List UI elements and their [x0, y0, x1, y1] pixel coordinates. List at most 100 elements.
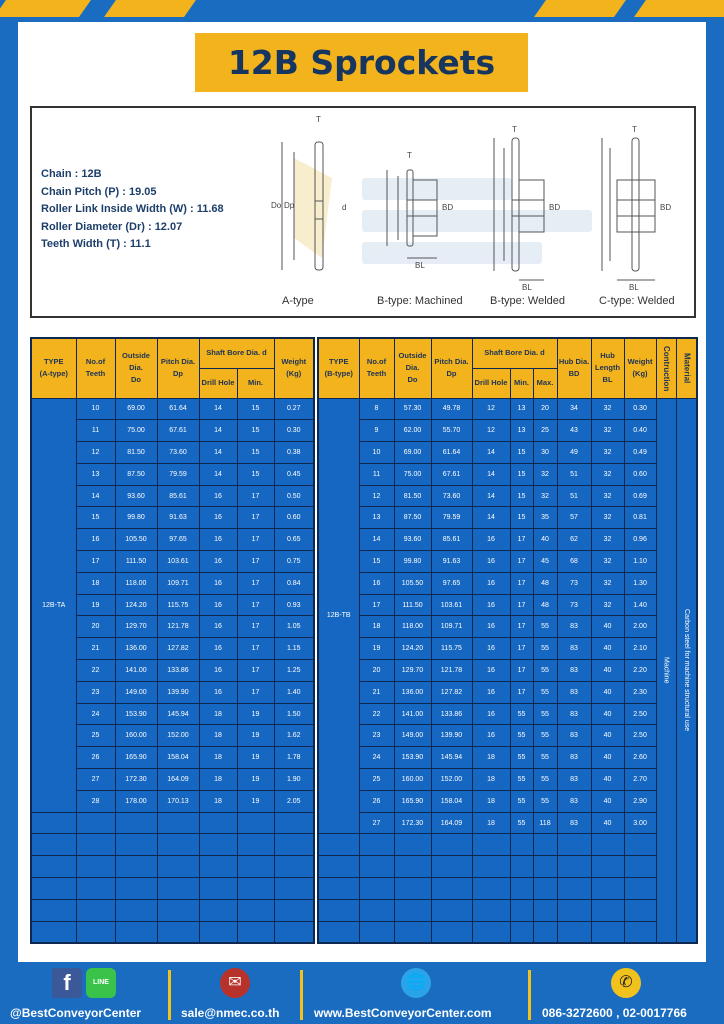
empty-cell: [30, 833, 77, 857]
table-cell: 83: [556, 724, 592, 748]
table-cell: 83: [556, 746, 592, 770]
empty-row: [30, 877, 315, 900]
divider: [528, 970, 531, 1020]
table-cell: 18: [471, 746, 511, 770]
empty-cell: [236, 877, 275, 900]
col-type: TYPE (A-type): [30, 337, 77, 399]
table-cell: 111.50: [114, 550, 158, 573]
table-cell: 40: [532, 528, 558, 552]
table-cell: 93.60: [393, 528, 432, 552]
table-cell: 139.90: [430, 724, 473, 748]
table-cell: 16: [198, 484, 238, 508]
empty-cell: [75, 811, 116, 835]
table-cell: 1.62: [273, 724, 315, 748]
line-icon[interactable]: LINE: [86, 968, 116, 998]
table-cell: 0.84: [273, 571, 315, 595]
empty-cell: [273, 811, 315, 835]
table-cell: 109.71: [430, 615, 473, 639]
table-cell: 55: [509, 811, 534, 835]
empty-cell: [623, 920, 657, 944]
empty-cell: [30, 877, 77, 900]
social-handle[interactable]: @BestConveyorCenter: [10, 1006, 142, 1020]
table-row: 14 93.60 85.61 16 17 0.50: [31, 484, 315, 508]
table-cell: 10: [75, 397, 116, 421]
table-cell: 13: [509, 419, 534, 443]
table-cell: 16: [471, 593, 511, 617]
table-cell: 164.09: [430, 811, 473, 835]
globe-icon[interactable]: 🌐: [401, 968, 431, 998]
empty-cell: [198, 811, 238, 835]
col-shaft-bore: Shaft Bore Dia. d: [471, 337, 558, 369]
empty-row: [317, 833, 697, 857]
label-b-machined: B-type: Machined: [377, 295, 463, 307]
label-a-type: A-type: [282, 295, 314, 307]
a-type-sprocket: [281, 141, 324, 271]
table-cell: 17: [236, 506, 275, 530]
table-row: 21 136.00 127.82 16 17 55 83 40 2.30: [318, 680, 697, 704]
table-cell: 18: [75, 571, 116, 595]
phone-number[interactable]: 086-3272600 , 02-0017766: [542, 1006, 687, 1020]
table-cell: 23: [358, 724, 395, 748]
table-row: 13 87.50 79.59 14 15 35 57 32 0.81: [318, 506, 697, 530]
table-cell: 149.00: [114, 680, 158, 704]
col-min: Min.: [236, 367, 275, 399]
table-cell: 55: [509, 789, 534, 813]
table-cell: 160.00: [393, 768, 432, 791]
empty-cell: [393, 898, 432, 922]
table-cell: 14: [198, 441, 238, 464]
table-cell: 17: [236, 550, 275, 573]
empty-cell: [509, 920, 534, 944]
table-cell: 111.50: [393, 593, 432, 617]
col-outside-dia: Outside Dia. Do: [393, 337, 432, 399]
table-cell: 2.50: [623, 724, 657, 748]
table-cell: 48: [532, 593, 558, 617]
website-link[interactable]: www.BestConveyorCenter.com: [314, 1006, 492, 1020]
table-cell: 16: [198, 593, 238, 617]
table-cell: 2.30: [623, 680, 657, 704]
table-cell: 62.00: [393, 419, 432, 443]
table-row: 10 69.00 61.64 14 15 30 49 32 0.49: [318, 441, 697, 464]
divider: [168, 970, 171, 1020]
label-c-welded: C-type: Welded: [599, 295, 675, 307]
facebook-icon[interactable]: f: [52, 968, 82, 998]
dim-bl: BL: [629, 283, 639, 292]
table-cell: 32: [590, 550, 625, 573]
table-cell: 22: [75, 659, 116, 682]
dim-bd: BD: [549, 203, 560, 212]
table-cell: 16: [471, 702, 511, 726]
empty-cell: [236, 898, 275, 922]
table-row: 12 81.50 73.60 14 15 0.38: [31, 441, 315, 464]
col-weight: Weight (Kg): [273, 337, 315, 399]
table-row: 12B-TB 8 57.30 49.78 12 13 20 34 32 0.30 Machine Ca…: [317, 397, 698, 944]
table-cell: 16: [198, 615, 238, 639]
top-stripe: [534, 0, 626, 17]
col-min: Min.: [509, 367, 534, 399]
table-cell: 35: [532, 506, 558, 530]
email-link[interactable]: sale@nmec.co.th: [181, 1006, 280, 1020]
empty-cell: [532, 833, 558, 857]
table-cell: 1.05: [273, 615, 315, 639]
table-cell: 17: [236, 680, 275, 704]
empty-cell: [532, 855, 558, 879]
mail-icon[interactable]: ✉: [220, 968, 250, 998]
table-cell: 19: [236, 746, 275, 770]
table-cell: 40: [590, 724, 625, 748]
empty-cell: [156, 855, 200, 879]
table-cell: 24: [358, 746, 395, 770]
table-cell: 21: [358, 680, 395, 704]
table-cell: 16: [198, 571, 238, 595]
top-stripe: [104, 0, 196, 17]
table-cell: 16: [198, 506, 238, 530]
table-cell: 32: [590, 484, 625, 508]
empty-cell: [236, 920, 275, 944]
table-row: 14 93.60 85.61 16 17 40 62 32 0.96: [318, 528, 697, 552]
table-row: 21 136.00 127.82 16 17 1.15: [31, 637, 315, 661]
table-cell: 69.00: [114, 397, 158, 421]
phone-icon[interactable]: ✆: [611, 968, 641, 998]
table-cell: 17: [236, 571, 275, 595]
table-cell: 129.70: [114, 615, 158, 639]
table-cell: 20: [358, 659, 395, 682]
empty-row: [30, 833, 315, 857]
table-cell: 55.70: [430, 419, 473, 443]
table-cell: 172.30: [393, 811, 432, 835]
